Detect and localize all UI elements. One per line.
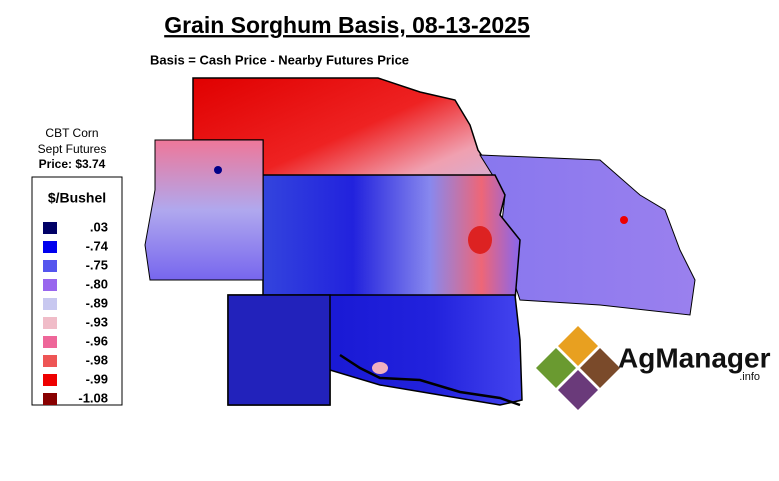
- futures-note: Sept Futures: [38, 142, 107, 156]
- region-panhandle: [227, 294, 331, 406]
- legend-swatch: [43, 336, 57, 348]
- legend-swatch: [43, 393, 57, 405]
- legend-label: .03: [90, 219, 108, 234]
- legend-swatch: [43, 260, 57, 272]
- legend-label: -.80: [86, 276, 108, 291]
- logo-name: AgManager: [618, 342, 771, 373]
- legend-swatch: [43, 241, 57, 253]
- futures-note: Price: $3.74: [39, 157, 106, 171]
- logo-tile: [558, 326, 598, 366]
- legend-swatch: [43, 298, 57, 310]
- legend-swatch: [43, 222, 57, 234]
- hotspot: [214, 166, 222, 174]
- river-border: [339, 353, 521, 407]
- legend-label: -.74: [86, 238, 109, 253]
- title: Grain Sorghum Basis, 08-13-2025: [164, 12, 530, 38]
- region-colorado: [144, 139, 264, 281]
- logo-tile: [536, 348, 576, 388]
- subtitle: Basis = Cash Price - Nearby Futures Pric…: [150, 52, 409, 67]
- legend-title: $/Bushel: [48, 190, 106, 206]
- logo-tile: [580, 348, 620, 388]
- legend-label: -.75: [86, 257, 108, 272]
- logo: AgManager .info: [536, 326, 771, 410]
- logo-tile: [558, 370, 598, 410]
- hotspot: [620, 216, 628, 224]
- legend-swatch: [43, 355, 57, 367]
- legend-label: -.93: [86, 314, 108, 329]
- legend-swatch: [43, 279, 57, 291]
- legend-items: .03 -.74 -.75 -.80 -.89 -.93 -.96 -.98 -.99 -1.08: [43, 219, 109, 405]
- legend-label: -.99: [86, 371, 108, 386]
- legend-label: -.89: [86, 295, 108, 310]
- futures-note: CBT Corn: [45, 126, 98, 140]
- logo-suffix: .info: [739, 371, 760, 383]
- legend-swatch: [43, 317, 57, 329]
- legend-label: -1.08: [78, 390, 108, 405]
- legend-label: -.98: [86, 352, 108, 367]
- hotspot: [372, 362, 388, 374]
- legend-label: -.96: [86, 333, 108, 348]
- hotspot: [468, 226, 492, 254]
- map: [144, 77, 696, 407]
- legend-swatch: [43, 374, 57, 386]
